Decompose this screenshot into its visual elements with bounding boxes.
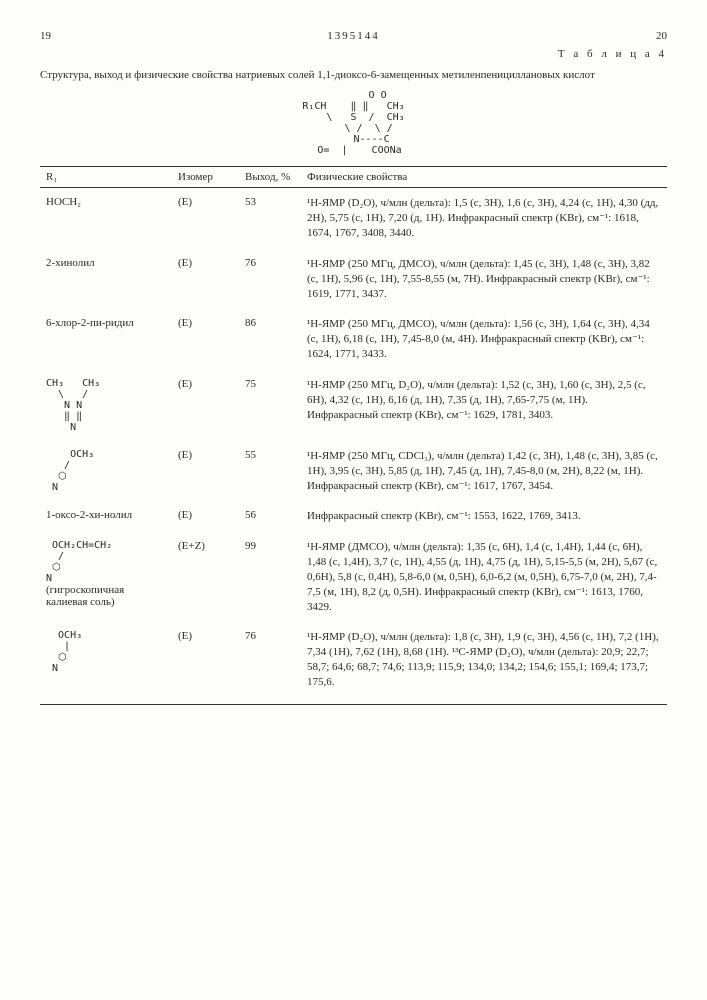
r-structure: OCH₃ / ⬡ N — [46, 449, 166, 493]
page-right: 20 — [656, 30, 667, 42]
cell-isomer: (E) — [172, 622, 239, 697]
cell-isomer: (E) — [172, 441, 239, 502]
cell-isomer: (E) — [172, 309, 239, 370]
cell-props: ¹Н-ЯМР (ДМСО), ч/млн (дельта): 1,35 (с, … — [301, 532, 667, 622]
cell-isomer: (E) — [172, 370, 239, 441]
cell-r: OCH₂CH=CH₂ / ⬡ N(гигроскопичная калиевая… — [40, 532, 172, 622]
r-structure: OCH₂CH=CH₂ / ⬡ N — [46, 540, 166, 584]
cell-r: 6-хлор-2-пи-ридил — [40, 309, 172, 370]
cell-yield: 55 — [239, 441, 301, 502]
table-row: OCH₂CH=CH₂ / ⬡ N(гигроскопичная калиевая… — [40, 532, 667, 622]
page-header: 19 1395144 20 — [40, 30, 667, 42]
data-table: R₁ Изомер Выход, % Физические свойства H… — [40, 166, 667, 698]
cell-r: 2-хинолил — [40, 249, 172, 310]
cell-yield: 56 — [239, 501, 301, 532]
table-row: CH₃ CH₃ \ / N N ‖ ‖ N(E)75¹Н-ЯМР (250 МГ… — [40, 370, 667, 441]
cell-yield: 75 — [239, 370, 301, 441]
cell-isomer: (E) — [172, 249, 239, 310]
r-structure: CH₃ CH₃ \ / N N ‖ ‖ N — [46, 378, 166, 433]
col-yield: Выход, % — [239, 167, 301, 188]
table-header-row: R₁ Изомер Выход, % Физические свойства — [40, 167, 667, 188]
cell-r: HOCH₂ — [40, 188, 172, 249]
cell-r: OCH₃ | ⬡ N — [40, 622, 172, 697]
page-left: 19 — [40, 30, 51, 42]
r-text: (гигроскопичная калиевая соль) — [46, 584, 166, 608]
cell-yield: 53 — [239, 188, 301, 249]
cell-isomer: (E) — [172, 188, 239, 249]
page-center: 1395144 — [327, 30, 380, 42]
col-iso: Изомер — [172, 167, 239, 188]
cell-isomer: (E) — [172, 501, 239, 532]
cell-props: ¹Н-ЯМР (250 МГц, CDCl₃), ч/млн (дельта) … — [301, 441, 667, 502]
chem-structure: O O R₁CH ‖ ‖ CH₃ \ S / CH₃ \ / \ / N----… — [40, 90, 667, 156]
r-text: 1-оксо-2-хи-нолил — [46, 509, 166, 521]
table-row: 6-хлор-2-пи-ридил (E)86¹Н-ЯМР (250 МГц, Д… — [40, 309, 667, 370]
table-row: OCH₃ / ⬡ N(E)55¹Н-ЯМР (250 МГц, CDCl₃), … — [40, 441, 667, 502]
col-props: Физические свойства — [301, 167, 667, 188]
cell-r: CH₃ CH₃ \ / N N ‖ ‖ N — [40, 370, 172, 441]
r-structure: OCH₃ | ⬡ N — [46, 630, 166, 674]
table-row: HOCH₂ (E)53¹Н-ЯМР (D₂O), ч/млн (дельта): … — [40, 188, 667, 249]
table-row: 2-хинолил (E)76¹Н-ЯМР (250 МГц, ДМСО), ч/… — [40, 249, 667, 310]
table-row: OCH₃ | ⬡ N(E)76¹Н-ЯМР (D₂O), ч/млн (дель… — [40, 622, 667, 697]
cell-props: Инфракрасный спектр (KBr), см⁻¹: 1553, 1… — [301, 501, 667, 532]
r-text: 6-хлор-2-пи-ридил — [46, 317, 166, 329]
cell-r: 1-оксо-2-хи-нолил — [40, 501, 172, 532]
r-text: 2-хинолил — [46, 257, 166, 269]
cell-props: ¹Н-ЯМР (250 МГц, ДМСО), ч/млн (дельта): … — [301, 249, 667, 310]
table-label: Т а б л и ц а 4 — [40, 48, 667, 60]
cell-props: ¹Н-ЯМР (D₂O), ч/млн (дельта): 1,8 (с, 3Н… — [301, 622, 667, 697]
cell-props: ¹Н-ЯМР (250 МГц, D₂O), ч/млн (дельта): 1… — [301, 370, 667, 441]
bottom-rule — [40, 704, 667, 705]
cell-yield: 76 — [239, 249, 301, 310]
cell-yield: 99 — [239, 532, 301, 622]
cell-yield: 86 — [239, 309, 301, 370]
cell-props: ¹Н-ЯМР (250 МГц, ДМСО), ч/млн (дельта): … — [301, 309, 667, 370]
cell-r: OCH₃ / ⬡ N — [40, 441, 172, 502]
cell-props: ¹Н-ЯМР (D₂O), ч/млн (дельта): 1,5 (с, 3Н… — [301, 188, 667, 249]
table-row: 1-оксо-2-хи-нолил (E)56Инфракрасный спект… — [40, 501, 667, 532]
table-title: Структура, выход и физические свойства н… — [40, 68, 667, 82]
cell-yield: 76 — [239, 622, 301, 697]
col-r: R₁ — [40, 167, 172, 188]
r-text: HOCH₂ — [46, 196, 166, 208]
cell-isomer: (E+Z) — [172, 532, 239, 622]
